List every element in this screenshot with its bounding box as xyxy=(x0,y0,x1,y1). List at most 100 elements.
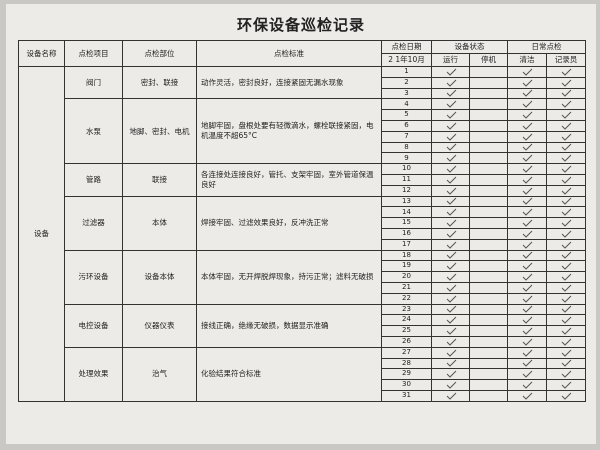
sub-header: 清洁 xyxy=(507,53,547,67)
inspection-standard: 化验结果符合标准 xyxy=(196,346,382,402)
handwritten-check xyxy=(522,198,533,206)
status-running xyxy=(431,346,470,359)
daily-clean xyxy=(507,206,547,219)
status-running xyxy=(431,184,470,197)
handwritten-check xyxy=(561,306,572,314)
day-number: 12 xyxy=(381,184,432,197)
handwritten-check xyxy=(446,79,456,87)
handwritten-check xyxy=(446,316,456,324)
handwritten-check xyxy=(522,111,533,119)
inspection-item: 过滤器 xyxy=(64,195,123,251)
daily-clean xyxy=(507,163,547,175)
status-running xyxy=(431,260,470,273)
status-stopped xyxy=(469,195,508,208)
handwritten-check xyxy=(561,381,572,389)
handwritten-check xyxy=(446,176,456,184)
handwritten-check xyxy=(561,338,572,346)
handwritten-check xyxy=(561,122,572,130)
handwritten-check xyxy=(522,165,533,173)
day-number: 27 xyxy=(381,346,432,359)
daily-clean xyxy=(507,130,547,143)
day-number: 22 xyxy=(381,292,432,305)
daily-clean xyxy=(507,292,547,305)
status-stopped xyxy=(469,109,508,121)
handwritten-check xyxy=(446,187,456,195)
daily-recorder xyxy=(546,292,586,305)
handwritten-check xyxy=(522,144,533,152)
inspection-item: 水泵 xyxy=(64,98,123,165)
handwritten-check xyxy=(522,262,533,270)
handwritten-check xyxy=(561,79,572,87)
inspection-table: 设备名称 点检项目 点检部位 点检标准 点检日期 设备状态 日常点检 2 1年10月 运行 停机清… xyxy=(18,40,586,402)
daily-clean xyxy=(507,303,547,316)
handwritten-check xyxy=(522,381,533,389)
day-number: 24 xyxy=(381,314,432,327)
status-stopped xyxy=(469,141,508,154)
status-stopped xyxy=(469,357,508,370)
handwritten-check xyxy=(561,327,572,335)
day-row: 17 xyxy=(19,238,586,251)
inspection-standard: 本体牢固，无开焊脱焊现象，持污正常；滤料无破损 xyxy=(196,249,382,305)
day-number: 7 xyxy=(381,130,432,143)
day-row: 14 xyxy=(19,206,586,219)
daily-recorder xyxy=(546,141,586,154)
status-stopped xyxy=(469,119,508,132)
handwritten-check xyxy=(522,349,533,357)
header-subrow: 2 1年10月 运行 停机 清洁 记录员 xyxy=(19,53,586,67)
handwritten-check xyxy=(561,241,572,249)
daily-clean xyxy=(507,87,547,100)
status-running xyxy=(431,357,470,370)
status-running xyxy=(431,195,470,208)
day-row: 处理效果 治气 化验结果符合标准 27 xyxy=(19,346,586,402)
handwritten-check xyxy=(446,284,456,292)
daily-clean xyxy=(507,119,547,132)
status-stopped xyxy=(469,281,508,294)
daily-recorder xyxy=(546,66,586,78)
daily-recorder xyxy=(546,206,586,219)
daily-clean xyxy=(507,379,547,391)
handwritten-check xyxy=(522,90,533,98)
handwritten-check xyxy=(446,219,456,227)
equipment-group: 设备 xyxy=(18,66,65,402)
daily-clean xyxy=(507,335,547,348)
daily-recorder xyxy=(546,335,586,348)
daily-recorder xyxy=(546,368,586,381)
handwritten-check xyxy=(561,295,572,303)
handwritten-check xyxy=(522,122,533,130)
daily-recorder xyxy=(546,98,586,111)
handwritten-check xyxy=(446,338,456,346)
status-stopped xyxy=(469,292,508,305)
handwritten-check xyxy=(446,360,456,368)
handwritten-check xyxy=(522,252,533,260)
status-stopped xyxy=(469,325,508,337)
handwritten-check xyxy=(561,219,572,227)
day-row: 设备 阀门 密封、联接 动作灵活，密封良好，连接紧固无漏水现象 1 xyxy=(18,65,586,402)
handwritten-check xyxy=(522,360,533,368)
handwritten-check xyxy=(561,144,572,152)
day-number: 25 xyxy=(381,325,432,337)
daily-recorder xyxy=(546,325,586,337)
status-running xyxy=(431,66,470,78)
day-number: 13 xyxy=(381,195,432,208)
daily-recorder xyxy=(546,173,586,186)
day-row: 15 xyxy=(19,217,586,229)
inspection-part: 设备本体 xyxy=(122,249,197,305)
day-number: 20 xyxy=(381,271,432,283)
daily-recorder xyxy=(546,217,586,229)
handwritten-check xyxy=(561,208,572,216)
handwritten-check xyxy=(522,230,533,238)
status-running xyxy=(431,227,470,240)
handwritten-check xyxy=(561,165,572,173)
daily-clean xyxy=(507,249,547,262)
inspection-part: 本体 xyxy=(122,195,197,251)
status-stopped xyxy=(469,217,508,229)
header-row: 设备名称 点检项目 点检部位 点检标准 点检日期 设备状态 日常点检 xyxy=(18,40,586,67)
handwritten-check xyxy=(446,349,456,357)
inspection-part: 地脚、密封、电机 xyxy=(122,98,197,165)
daily-recorder xyxy=(546,357,586,370)
status-running xyxy=(431,206,470,219)
day-number: 29 xyxy=(381,368,432,381)
handwritten-check xyxy=(446,295,456,303)
status-stopped xyxy=(469,206,508,219)
day-number: 19 xyxy=(381,260,432,273)
